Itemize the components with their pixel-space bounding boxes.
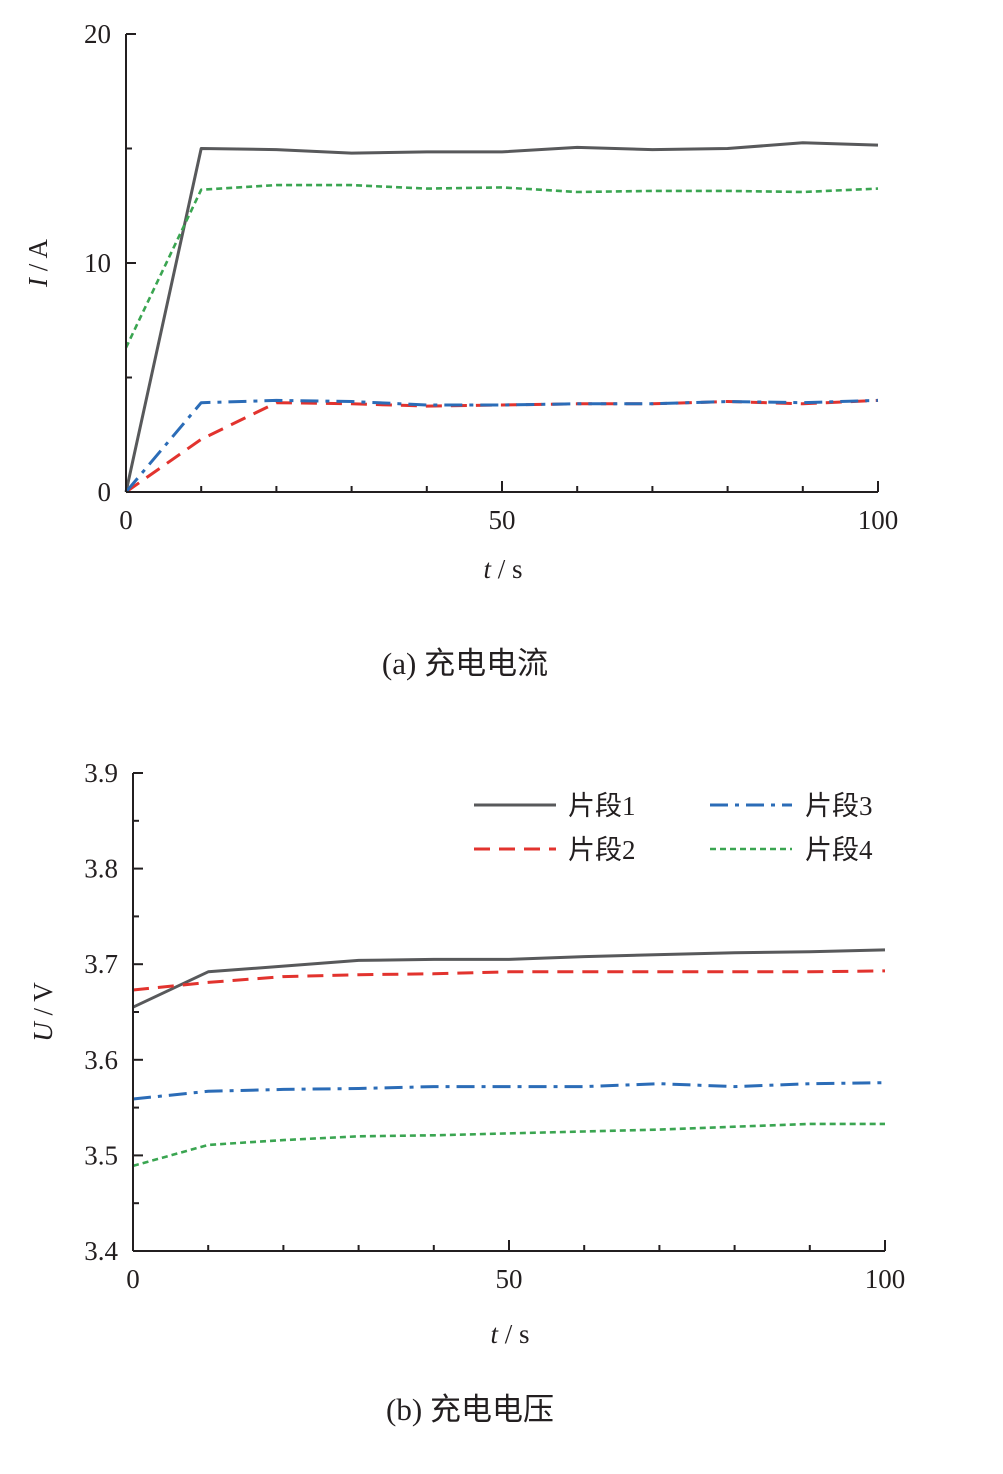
current-x-axis-title: t / s — [483, 554, 522, 584]
current-chart: 0 50 100 0 10 20 t / s I / A (a) 充电电流 — [23, 19, 898, 681]
voltage-y-axis-title: U / V — [28, 982, 58, 1042]
current-series-group — [124, 141, 879, 494]
voltage-series-group — [132, 948, 886, 1168]
legend-label-series2: 片段2 — [568, 835, 636, 865]
current-series-line-2 — [125, 398, 879, 494]
voltage-x-tick-label: 0 — [126, 1264, 140, 1294]
current-x-tick-label: 100 — [858, 505, 899, 535]
current-series-line-1 — [124, 141, 879, 493]
legend-label-series4: 片段4 — [805, 835, 873, 865]
voltage-y-tick-label: 3.5 — [84, 1140, 118, 1170]
voltage-x-axis-title: t / s — [490, 1319, 529, 1349]
voltage-y-tick-label: 3.7 — [84, 949, 118, 979]
voltage-series-line-2 — [132, 969, 886, 992]
voltage-y-tick-label: 3.9 — [84, 758, 118, 788]
voltage-y-tick-label: 3.6 — [84, 1045, 118, 1075]
legend-label-series1: 片段1 — [568, 791, 636, 821]
voltage-series-line-4 — [132, 1122, 885, 1168]
voltage-y-tick-label: 3.8 — [84, 854, 118, 884]
current-y-axis-title: I / A — [23, 238, 53, 288]
legend-label-series3: 片段3 — [805, 791, 873, 821]
current-caption: (a) 充电电流 — [382, 646, 548, 681]
current-axes: 0 50 100 0 10 20 — [84, 19, 898, 535]
current-x-tick-label: 50 — [489, 505, 516, 535]
voltage-series-line-3 — [132, 1081, 886, 1101]
voltage-x-tick-label: 50 — [496, 1264, 523, 1294]
current-series-line-3 — [124, 398, 879, 493]
voltage-axes: 0 50 100 3.4 3.5 3.6 3.7 3.8 3.9 — [84, 758, 905, 1294]
current-series-line-4 — [124, 183, 879, 349]
voltage-caption: (b) 充电电压 — [386, 1392, 554, 1427]
voltage-chart: 0 50 100 3.4 3.5 3.6 3.7 3.8 3.9 t / s U / V (b)… — [28, 758, 905, 1427]
current-y-tick-label: 0 — [98, 477, 112, 507]
current-x-tick-label: 0 — [119, 505, 133, 535]
voltage-y-tick-label: 3.4 — [84, 1236, 118, 1266]
legend: 片段1 片段2 片段3 片段4 — [474, 791, 873, 865]
voltage-x-tick-label: 100 — [865, 1264, 906, 1294]
voltage-series-line-1 — [132, 948, 886, 1009]
current-y-tick-label: 10 — [84, 248, 111, 278]
current-y-tick-label: 20 — [84, 19, 111, 49]
